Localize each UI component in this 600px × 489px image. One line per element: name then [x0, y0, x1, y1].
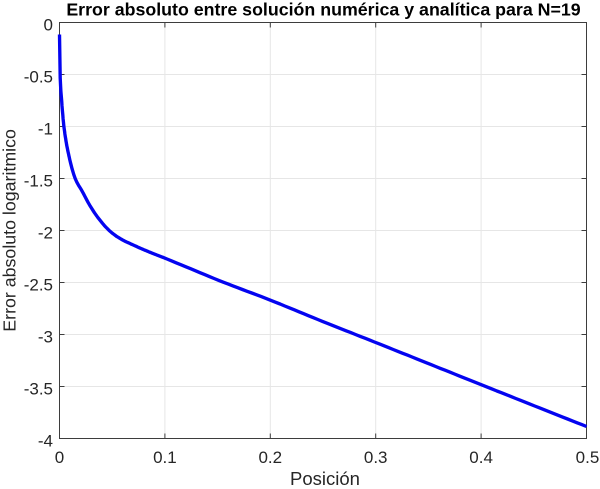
svg-text:0.3: 0.3: [364, 448, 388, 467]
svg-text:Error absoluto entre solución: Error absoluto entre solución numérica y…: [66, 0, 580, 20]
svg-text:-1.5: -1.5: [24, 171, 53, 190]
svg-text:Error absoluto logaritmico: Error absoluto logaritmico: [0, 129, 20, 332]
svg-text:-2.5: -2.5: [24, 275, 53, 294]
svg-text:Posición: Posición: [290, 468, 360, 489]
svg-text:-2: -2: [38, 223, 53, 242]
svg-text:0.5: 0.5: [576, 448, 600, 467]
svg-text:0.2: 0.2: [258, 448, 282, 467]
svg-text:0.1: 0.1: [153, 448, 177, 467]
svg-text:-0.5: -0.5: [24, 67, 53, 86]
svg-text:0.4: 0.4: [469, 448, 493, 467]
svg-text:0: 0: [44, 15, 53, 34]
svg-text:0: 0: [55, 448, 64, 467]
svg-text:-4: -4: [38, 431, 53, 450]
svg-text:-3.5: -3.5: [24, 379, 53, 398]
svg-text:-1: -1: [38, 119, 53, 138]
svg-text:-3: -3: [38, 327, 53, 346]
